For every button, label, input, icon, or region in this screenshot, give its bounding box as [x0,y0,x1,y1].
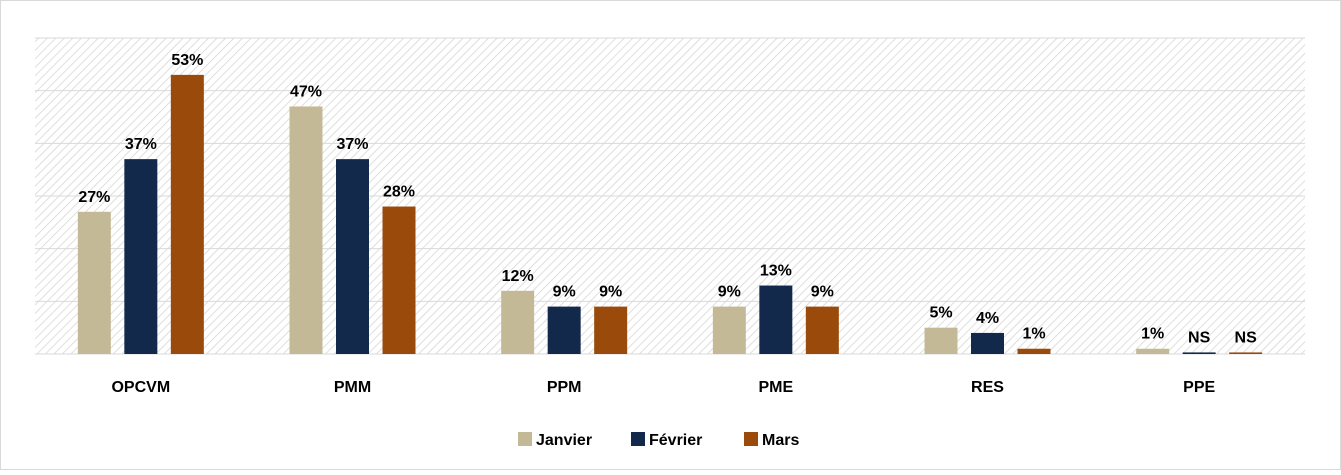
bar [594,306,628,354]
data-label: 12% [502,268,534,285]
x-tick-label: OPCVM [111,379,170,396]
data-label: 5% [929,305,952,322]
legend-label: Janvier [536,432,592,449]
bar [759,285,793,354]
bar [124,159,158,354]
bar [1229,352,1263,354]
x-tick-label: PMM [334,379,371,396]
legend-swatch [518,432,532,446]
data-label: 37% [336,136,368,153]
legend-label: Mars [762,432,799,449]
legend-swatch [744,432,758,446]
x-tick-label: PME [758,379,793,396]
bar [336,159,369,354]
bar [712,306,746,354]
legend-swatch [631,432,645,446]
bar [971,332,1004,354]
data-label: NS [1188,329,1211,346]
bar [501,290,535,354]
data-label: 4% [976,310,999,327]
data-label: 1% [1141,326,1164,343]
bar [1017,348,1051,354]
legend-label: Février [649,432,702,449]
bar [805,306,839,354]
data-label: 27% [78,189,110,206]
data-label: NS [1235,329,1258,346]
data-label: 37% [125,136,157,153]
x-tick-label: RES [971,379,1004,396]
data-label: 1% [1022,326,1045,343]
bar [382,206,416,354]
bar [289,106,323,354]
data-label: 47% [290,83,322,100]
x-tick-label: PPM [547,379,582,396]
bar [547,306,581,354]
bar [924,327,958,354]
data-label: 9% [599,284,622,301]
data-label: 9% [553,284,576,301]
data-label: 53% [171,52,203,69]
bar [1136,348,1170,354]
bar [1182,352,1216,354]
data-label: 28% [383,184,415,201]
bar [77,211,111,354]
data-label: 9% [718,284,741,301]
data-label: 9% [811,284,834,301]
data-label: 13% [760,263,792,280]
bar [170,74,204,354]
x-tick-label: PPE [1183,379,1215,396]
